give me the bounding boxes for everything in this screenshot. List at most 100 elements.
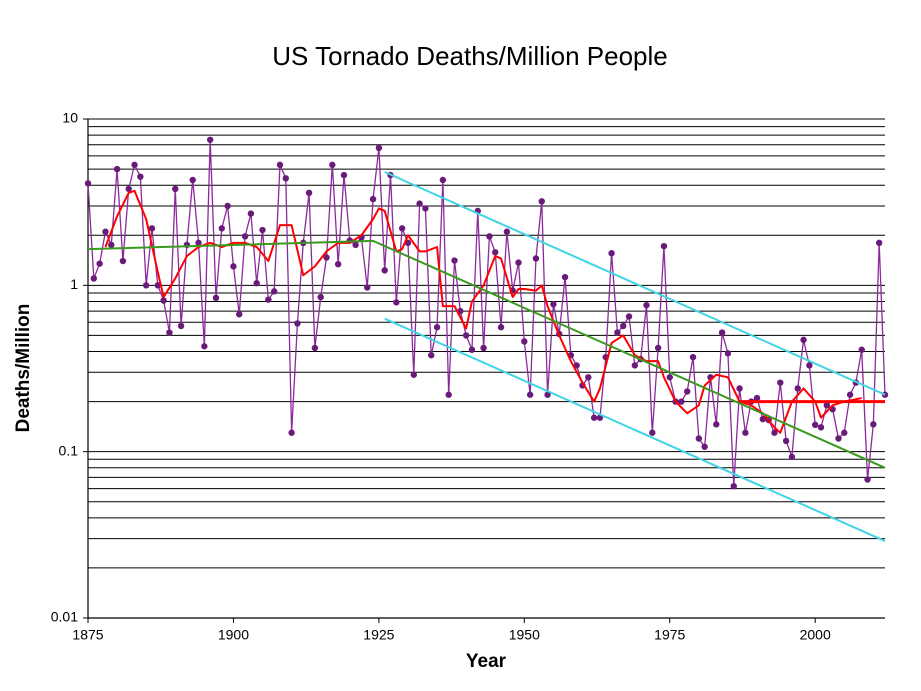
y-axis-label: Deaths/Million	[13, 304, 34, 433]
data-point	[247, 210, 255, 217]
data-point	[230, 263, 237, 270]
data-point	[84, 180, 92, 187]
x-tick-label: 1925	[363, 627, 394, 643]
data-point	[492, 249, 499, 256]
data-point	[864, 476, 871, 483]
data-point	[340, 171, 348, 179]
data-point	[428, 352, 435, 359]
data-point	[503, 228, 511, 235]
x-tick-label: 1900	[218, 627, 249, 643]
data-point	[817, 424, 825, 431]
data-point	[788, 453, 796, 461]
data-point	[137, 173, 144, 180]
data-point	[172, 185, 179, 193]
data-point	[538, 198, 545, 205]
data-point	[108, 241, 115, 249]
data-point	[515, 259, 522, 266]
data-point	[119, 257, 127, 265]
data-point	[364, 284, 371, 291]
data-point	[131, 161, 138, 169]
data-point	[823, 402, 831, 409]
data-point	[288, 429, 295, 436]
data-point	[90, 275, 98, 282]
data-point	[160, 297, 167, 304]
data-point	[270, 288, 278, 295]
data-point	[142, 282, 150, 289]
data-point	[416, 200, 423, 207]
data-point	[451, 257, 458, 264]
data-point	[660, 242, 668, 250]
data-point	[206, 136, 214, 143]
data-point	[753, 394, 761, 402]
data-point	[375, 144, 383, 152]
data-point	[724, 350, 732, 357]
data-point	[643, 301, 650, 309]
y-tick-label: 10	[62, 110, 78, 126]
data-point	[835, 435, 842, 442]
data-point	[166, 329, 173, 336]
data-point	[398, 225, 406, 232]
data-point	[782, 437, 790, 445]
data-point	[811, 421, 819, 429]
data-point	[561, 273, 569, 281]
data-point	[497, 324, 505, 331]
data-point	[794, 385, 801, 392]
y-tick-label: 0.1	[59, 442, 79, 458]
data-point	[532, 255, 540, 262]
data-point	[631, 362, 639, 369]
x-axis-label: Year	[466, 651, 507, 672]
chart-title: US Tornado Deaths/Million People	[272, 41, 668, 71]
data-point	[311, 344, 319, 352]
data-point	[154, 282, 162, 289]
data-point	[445, 391, 452, 398]
data-point	[806, 362, 813, 369]
data-point	[526, 391, 534, 398]
data-point	[282, 175, 289, 182]
data-point	[678, 398, 685, 405]
data-point	[224, 202, 231, 210]
data-point	[585, 374, 592, 381]
data-point	[317, 293, 324, 301]
data-point	[125, 185, 132, 193]
data-point	[212, 294, 220, 302]
data-point	[422, 205, 429, 212]
data-point	[550, 301, 557, 308]
data-point	[253, 279, 260, 287]
data-point	[329, 161, 336, 169]
data-point	[236, 311, 243, 318]
data-point	[102, 228, 109, 235]
data-point	[433, 324, 441, 331]
data-point	[800, 336, 807, 344]
data-point	[736, 385, 743, 392]
series-line	[384, 171, 886, 396]
data-point	[777, 379, 784, 386]
series-line	[104, 189, 862, 434]
data-point	[439, 176, 447, 184]
data-point	[684, 388, 691, 395]
x-tick-label: 1975	[654, 627, 685, 643]
data-point	[195, 239, 202, 247]
data-point	[713, 421, 720, 428]
data-point	[189, 176, 196, 184]
data-point	[201, 343, 208, 350]
data-point	[689, 353, 697, 361]
data-point	[614, 329, 621, 336]
data-point	[620, 322, 627, 330]
data-point	[177, 322, 185, 330]
data-point	[608, 250, 615, 257]
data-point	[625, 313, 633, 320]
series-line	[87, 239, 886, 469]
data-point	[521, 338, 528, 345]
data-point	[759, 415, 767, 423]
data-point	[265, 296, 272, 303]
data-point	[858, 346, 865, 353]
data-point	[276, 161, 284, 169]
data-point	[410, 371, 417, 378]
data-point	[701, 443, 708, 450]
data-point	[369, 195, 377, 203]
data-point	[468, 346, 476, 353]
data-point	[718, 329, 726, 336]
series-line	[384, 317, 886, 543]
y-tick-label: 1	[70, 276, 78, 292]
